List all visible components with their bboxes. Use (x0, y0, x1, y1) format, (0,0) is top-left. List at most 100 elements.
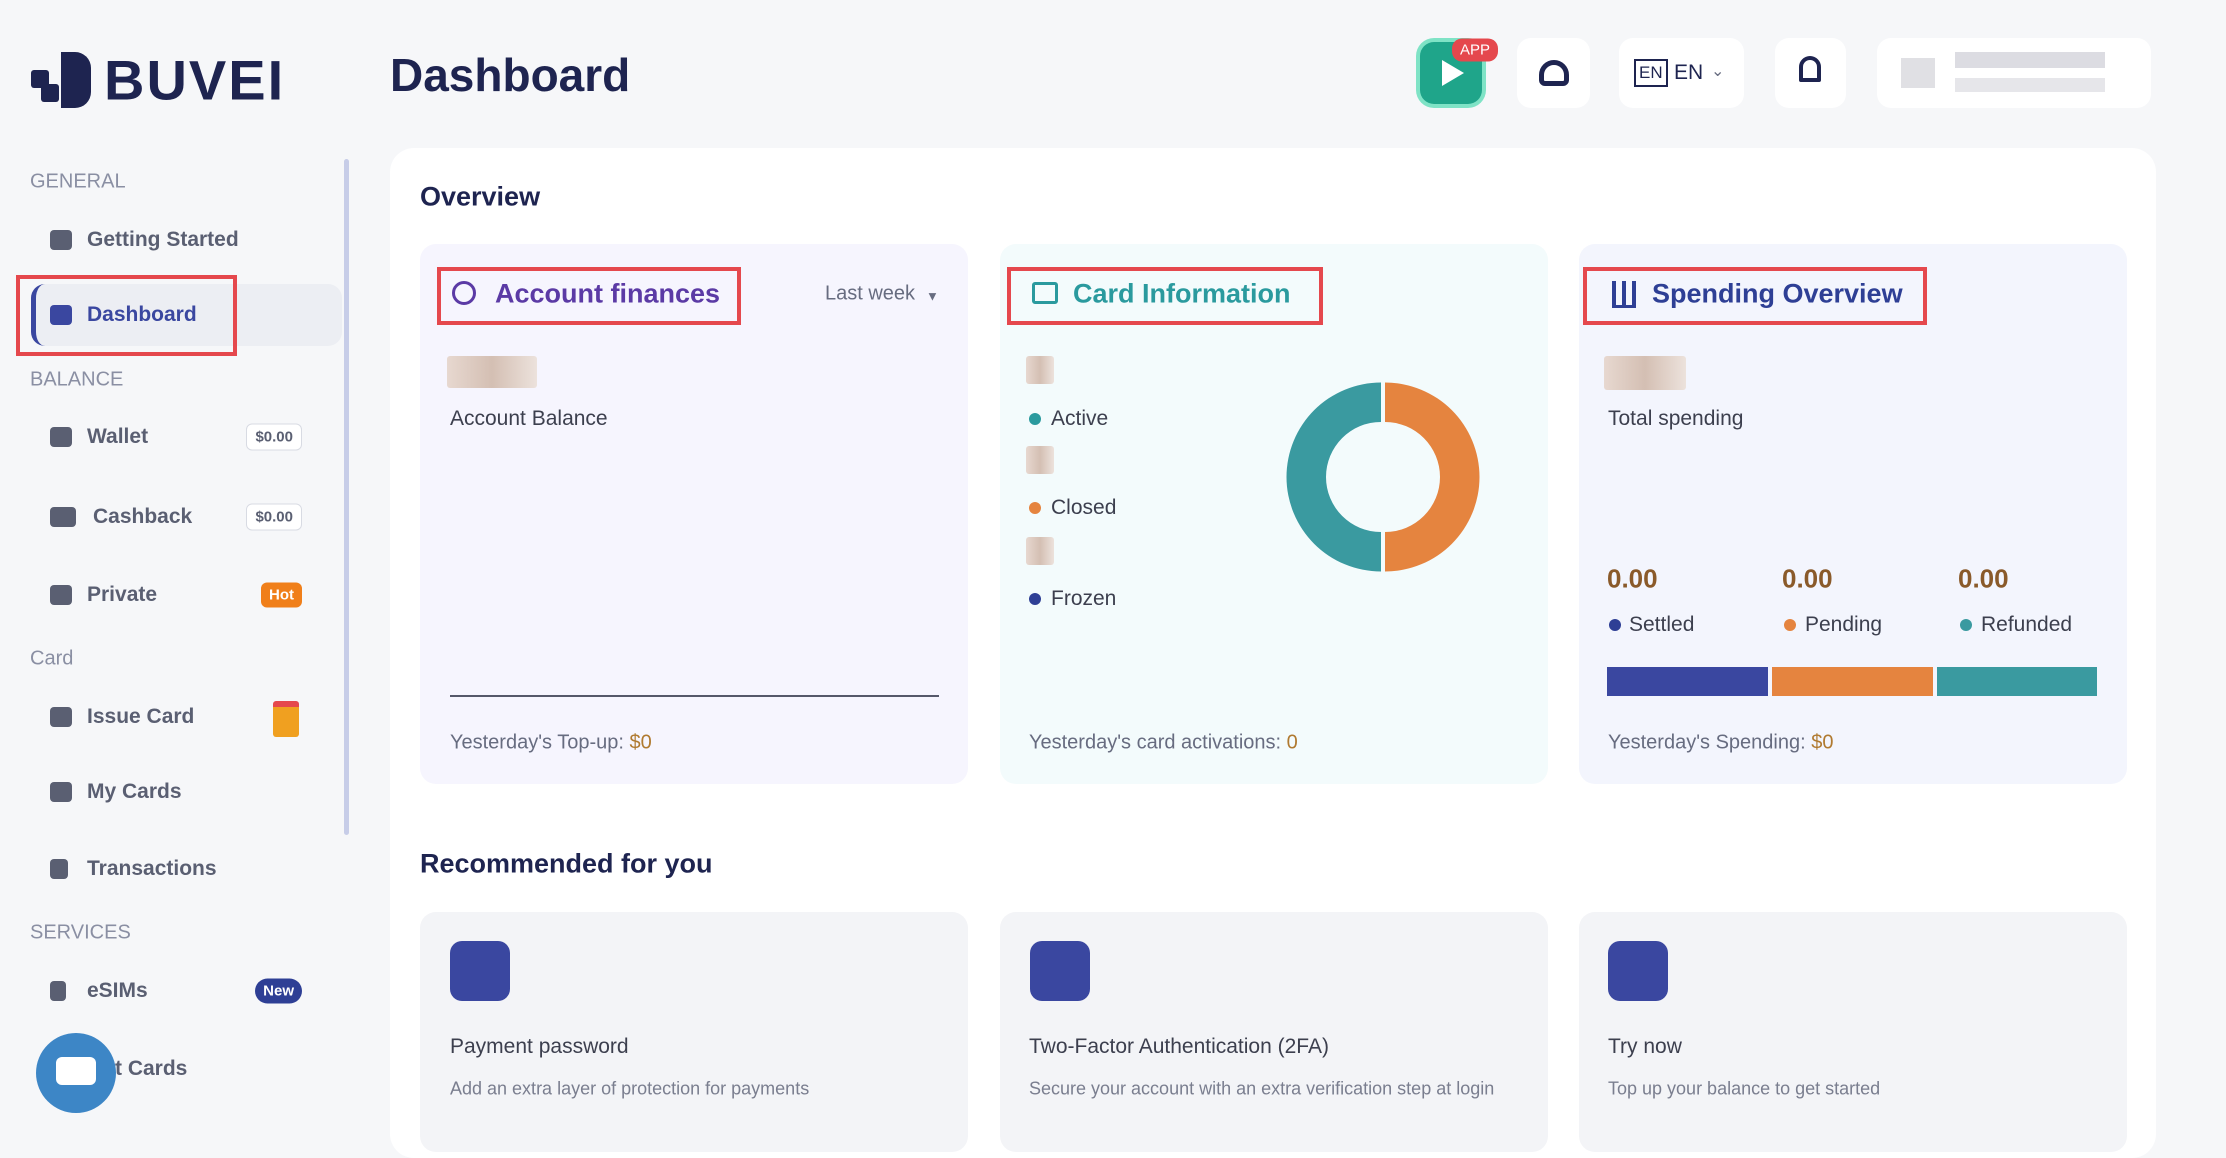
nav-item[interactable]: Cashback (93, 505, 193, 528)
rec-title: Payment password (450, 1035, 629, 1058)
account-finances-card (420, 244, 968, 784)
chart-baseline (450, 695, 939, 697)
section-label: BALANCE (30, 368, 124, 391)
text: Yesterday's card activations: (1029, 731, 1282, 754)
section-title: Overview (420, 181, 541, 212)
rec-description: Secure your account with an extra verifi… (1029, 1078, 1495, 1099)
donut (1286, 382, 1480, 572)
period-select[interactable]: Last week (825, 282, 916, 305)
highlight-box (16, 275, 237, 356)
gift-icon (273, 701, 299, 737)
section-label: SERVICES (30, 921, 131, 944)
bar-segment (1772, 667, 1933, 696)
stat-value: 0.00 (1958, 563, 2009, 594)
legend-dot (1960, 619, 1972, 631)
notifications-button[interactable] (1775, 38, 1846, 108)
logo[interactable]: BUVEI (104, 48, 286, 112)
icon (450, 941, 510, 1001)
language-icon: EN (1634, 59, 1668, 87)
section-label: GENERAL (30, 170, 126, 193)
stat-value: 0.00 (1782, 563, 1833, 594)
label: Account Balance (450, 407, 608, 430)
blurred-value (1026, 537, 1054, 565)
nav-item[interactable]: Issue Card (87, 705, 195, 728)
spending-overview-card (1579, 244, 2127, 784)
legend-dot (1609, 619, 1621, 631)
blurred-value (1026, 356, 1054, 384)
highlight-box (437, 267, 741, 325)
nav-item[interactable]: Transactions (87, 857, 217, 880)
scrollbar[interactable] (344, 159, 349, 835)
value: 0 (1286, 731, 1298, 754)
icon (1032, 282, 1058, 304)
recommendation-card[interactable]: Try now Top up your balance to get start… (1579, 912, 2127, 1152)
label: Total spending (1608, 407, 1744, 430)
stat-label: Settled (1629, 613, 1695, 636)
logo-mark (31, 52, 91, 108)
text: Yesterday's Top-up: (450, 731, 624, 754)
nav-item[interactable]: Dashboard (87, 303, 197, 326)
app-badge: APP (1452, 38, 1499, 62)
card-title: Account finances (495, 278, 721, 309)
bar-segment (1607, 667, 1768, 696)
profile-menu[interactable] (1877, 38, 2151, 108)
nav-item[interactable]: Getting Started (87, 228, 239, 251)
stat-value: 0.00 (1607, 563, 1658, 594)
legend-label: Closed (1051, 496, 1117, 519)
active-item-bg (31, 284, 342, 346)
icon (1030, 941, 1090, 1001)
section-label: Card (30, 647, 74, 670)
legend-label: Active (1051, 407, 1109, 430)
language-label: EN (1674, 61, 1704, 84)
highlight-box (1583, 267, 1927, 325)
card-title: Spending Overview (1652, 278, 1903, 309)
nav-item[interactable]: Wallet (87, 425, 149, 448)
recommendation-card[interactable]: Two-Factor Authentication (2FA) Secure y… (1000, 912, 1548, 1152)
label: Yesterday's card activations: 0 (1029, 732, 1298, 755)
nav-item[interactable]: Private (87, 583, 158, 606)
badge: $0.00 (246, 503, 302, 531)
badge: New (255, 978, 302, 1004)
legend-dot (1784, 619, 1796, 631)
badge: $0.00 (246, 423, 302, 451)
blurred-value (1026, 446, 1054, 474)
stat-label: Refunded (1981, 613, 2073, 636)
legend-dot (1029, 413, 1041, 425)
support-button[interactable] (1517, 38, 1590, 108)
nav-item[interactable]: eSIMs (87, 979, 148, 1002)
legend-label: Frozen (1051, 587, 1117, 610)
section-title: Recommended for you (420, 848, 713, 879)
card-title: Card Information (1073, 278, 1291, 309)
label: Yesterday's Spending: $0 (1608, 732, 1833, 755)
page-title: Dashboard (390, 49, 631, 101)
donut-segment (1286, 382, 1381, 572)
icon (452, 281, 476, 305)
highlight-box (1007, 267, 1323, 325)
nav-item[interactable]: t Cards (115, 1057, 188, 1080)
rec-title: Two-Factor Authentication (2FA) (1029, 1035, 1329, 1058)
chat-button[interactable] (36, 1033, 116, 1113)
icon (1608, 941, 1668, 1001)
donut-segment (1385, 382, 1480, 572)
blurred-value (447, 356, 537, 388)
label: Yesterday's Top-up: $0 (450, 732, 652, 755)
nav-item[interactable]: My Cards (87, 780, 182, 803)
rec-description: Top up your balance to get started (1608, 1078, 1881, 1099)
icon (1612, 281, 1636, 308)
chevron: ⌄ (1711, 63, 1725, 80)
blurred-value (1604, 356, 1686, 390)
stat-label: Pending (1805, 613, 1883, 636)
legend-dot (1029, 593, 1041, 605)
value: $0 (1811, 731, 1834, 754)
rec-description: Add an extra layer of protection for pay… (450, 1078, 810, 1099)
recommendation-card[interactable]: Payment password Add an extra layer of p… (420, 912, 968, 1152)
dropdown-arrow: ▼ (926, 288, 939, 304)
value: $0 (629, 731, 652, 754)
badge: Hot (261, 582, 302, 608)
language-selector[interactable]: EN EN ⌄ (1619, 38, 1744, 108)
legend-dot (1029, 502, 1041, 514)
rec-title: Try now (1608, 1035, 1682, 1058)
text: Yesterday's Spending: (1608, 731, 1806, 754)
bar-segment (1937, 667, 2097, 696)
